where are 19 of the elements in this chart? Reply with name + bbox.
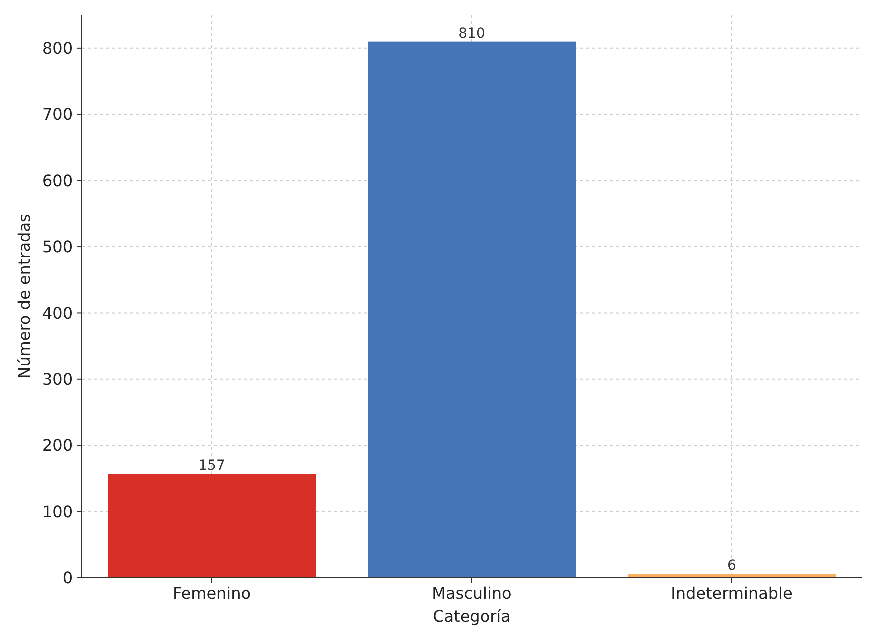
bar bbox=[108, 474, 316, 578]
y-tick-label: 700 bbox=[42, 105, 73, 124]
y-axis-title: Número de entradas bbox=[15, 214, 34, 379]
x-tick-label: Femenino bbox=[172, 584, 252, 603]
y-tick-label: 300 bbox=[42, 370, 73, 390]
x-axis-title: Categoría bbox=[433, 607, 511, 626]
y-tick-label: 600 bbox=[42, 171, 73, 190]
x-tick-label: Indeterminable bbox=[671, 584, 793, 603]
data-label: 810 bbox=[458, 26, 486, 42]
y-tick-label: 500 bbox=[42, 238, 73, 257]
data-label: 6 bbox=[728, 558, 737, 574]
y-tick-label: 100 bbox=[42, 502, 73, 522]
x-tick-label: Masculino bbox=[432, 584, 512, 603]
data-label: 157 bbox=[198, 458, 226, 474]
bar bbox=[368, 42, 576, 578]
y-tick-label: 400 bbox=[42, 304, 73, 323]
y-tick-label: 800 bbox=[42, 39, 73, 58]
y-tick-label: 0 bbox=[62, 568, 73, 588]
y-tick-label: 200 bbox=[42, 436, 73, 456]
